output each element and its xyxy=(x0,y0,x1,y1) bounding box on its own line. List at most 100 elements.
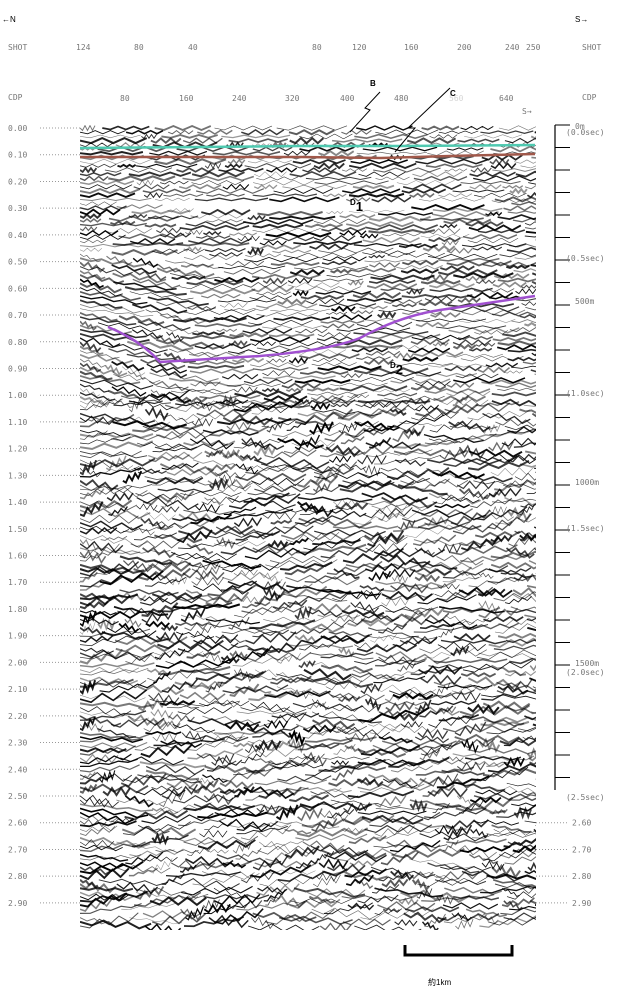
seismic-trace xyxy=(443,824,473,841)
seismic-trace xyxy=(175,621,208,627)
seismic-trace xyxy=(369,437,392,449)
seismic-trace xyxy=(392,637,438,647)
seismic-trace xyxy=(457,335,494,340)
seismic-trace xyxy=(364,358,394,366)
seismic-trace xyxy=(128,213,148,219)
seismic-trace xyxy=(251,273,321,280)
seismic-trace xyxy=(451,690,481,702)
seismic-trace xyxy=(302,167,337,173)
seismic-trace xyxy=(190,212,246,219)
seismic-trace xyxy=(505,670,536,677)
seismic-trace xyxy=(256,312,319,317)
seismic-trace xyxy=(295,328,328,334)
seismic-trace xyxy=(370,684,437,697)
seismic-trace xyxy=(156,385,229,395)
seismic-trace xyxy=(80,320,97,331)
seismic-trace xyxy=(166,468,215,476)
seismic-trace xyxy=(80,741,148,749)
seismic-trace xyxy=(187,736,243,751)
seismic-trace xyxy=(219,508,294,520)
seismic-trace xyxy=(490,550,536,560)
seismic-trace xyxy=(121,825,197,838)
seismic-trace xyxy=(129,291,194,301)
seismic-trace xyxy=(476,649,536,660)
seismic-trace xyxy=(495,382,536,389)
seismic-trace xyxy=(263,889,287,902)
seismic-trace xyxy=(180,491,242,497)
seismic-trace xyxy=(143,802,212,816)
seismic-trace xyxy=(339,229,367,236)
seismic-trace xyxy=(160,739,203,748)
seismic-trace xyxy=(142,490,195,506)
seismic-trace xyxy=(332,498,362,508)
time-label: 0.60 xyxy=(8,284,27,293)
seismic-trace xyxy=(349,860,377,867)
seismic-trace xyxy=(480,720,530,727)
seismic-trace xyxy=(272,430,342,438)
seismic-trace xyxy=(515,298,536,302)
seismic-trace xyxy=(220,542,292,556)
seismic-trace xyxy=(309,421,334,435)
seismic-trace xyxy=(385,593,434,601)
seismic-trace xyxy=(286,420,310,431)
seismic-trace xyxy=(454,721,487,737)
seismic-trace xyxy=(303,668,352,681)
seismic-trace xyxy=(144,476,218,486)
seismic-trace xyxy=(376,827,440,839)
seismic-trace xyxy=(277,298,307,306)
seismic-trace xyxy=(218,167,264,173)
seismic-trace xyxy=(214,125,273,131)
seismic-trace xyxy=(183,309,256,315)
seismic-trace xyxy=(452,343,477,350)
seismic-trace xyxy=(492,281,527,288)
seismic-trace xyxy=(80,229,119,237)
depth-label: 0m xyxy=(575,122,585,131)
seismic-trace xyxy=(80,547,141,556)
seismic-trace xyxy=(122,526,174,533)
time-label: 1.50 xyxy=(8,525,27,534)
seismic-trace xyxy=(295,723,360,735)
seismic-trace xyxy=(345,874,374,887)
cdp-label: CDP xyxy=(582,93,597,102)
seismic-trace xyxy=(397,519,416,531)
seismic-trace xyxy=(187,748,244,760)
seismic-trace xyxy=(80,201,117,206)
seismic-trace xyxy=(228,497,296,510)
seismic-trace xyxy=(432,803,450,813)
seismic-trace xyxy=(434,589,477,598)
seismic-trace xyxy=(235,530,281,541)
time-label: 2.50 xyxy=(8,792,27,801)
seismic-trace xyxy=(441,769,485,776)
seismic-trace xyxy=(442,565,509,579)
seismic-trace xyxy=(234,402,291,414)
seismic-trace xyxy=(195,235,231,239)
seismic-trace xyxy=(222,449,240,459)
seismic-trace xyxy=(189,437,234,450)
seismic-trace xyxy=(146,363,187,374)
seismic-trace xyxy=(359,585,385,592)
seismic-trace xyxy=(148,380,189,392)
seismic-trace xyxy=(299,146,355,152)
seismic-trace xyxy=(265,585,328,602)
seismic-trace xyxy=(473,288,515,293)
seismic-trace xyxy=(398,243,438,249)
seismic-trace xyxy=(423,273,449,282)
seismic-trace xyxy=(80,150,144,156)
seismic-trace xyxy=(203,697,240,708)
seismic-trace xyxy=(415,321,450,328)
seismic-trace xyxy=(252,855,289,871)
seismic-trace xyxy=(119,555,172,566)
seismic-trace xyxy=(375,657,427,667)
seismic-trace xyxy=(370,633,398,643)
seismic-trace xyxy=(332,525,399,530)
seismic-trace xyxy=(446,353,503,358)
seismic-trace xyxy=(514,255,536,260)
seismic-trace xyxy=(281,382,321,389)
seismic-trace xyxy=(519,408,536,414)
seismic-trace xyxy=(313,234,356,242)
seismic-trace xyxy=(318,715,382,724)
seismic-trace xyxy=(524,185,536,190)
seismic-trace xyxy=(125,129,164,135)
seismic-trace xyxy=(319,810,349,822)
seismic-trace xyxy=(265,893,282,906)
